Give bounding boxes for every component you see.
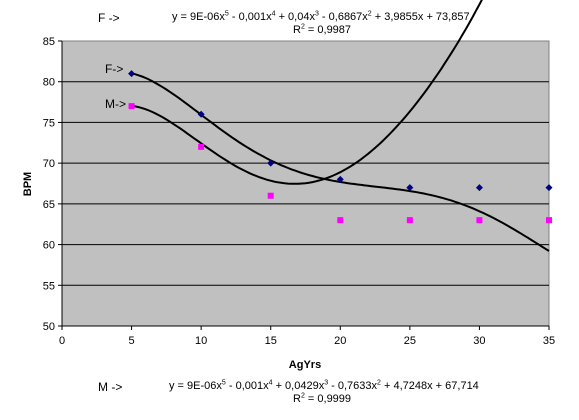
data-point-male xyxy=(476,217,483,224)
female-equation-label: F -> xyxy=(98,11,120,25)
y-axis-label: BPM xyxy=(22,172,34,196)
data-point-male xyxy=(198,143,205,150)
y-tick-label: 50 xyxy=(43,321,55,333)
male-r-squared: R2 = 0,9999 xyxy=(293,392,352,405)
y-tick-label: 75 xyxy=(43,117,55,129)
male-equation-formula: y = 9E-06x5 - 0,001x4 + 0,0429x3 - 0,763… xyxy=(169,379,479,392)
x-axis-label: AgYrs xyxy=(289,359,321,371)
data-point-male xyxy=(267,192,274,199)
trendline-male xyxy=(131,0,483,185)
y-tick-label: 65 xyxy=(43,199,55,211)
y-tick-label: 60 xyxy=(43,240,55,252)
data-point-female xyxy=(267,159,275,167)
data-point-female xyxy=(406,184,414,192)
data-point-female xyxy=(197,110,205,118)
y-tick-label: 55 xyxy=(43,280,55,292)
data-point-female xyxy=(545,184,553,192)
axes: 50 55 60 65 70 75 80 85 0 5 10 15 20 25 30 35 xyxy=(43,36,555,347)
series-label-female: F-> xyxy=(105,62,123,76)
x-tick-label: 30 xyxy=(473,335,485,347)
x-tick-label: 25 xyxy=(404,335,416,347)
series-label-male: M-> xyxy=(105,97,126,111)
x-tick-label: 0 xyxy=(59,335,65,347)
male-equation-label: M -> xyxy=(98,380,123,394)
y-tick-label: 70 xyxy=(43,158,55,170)
data-point-male xyxy=(406,217,413,224)
y-tick-label: 85 xyxy=(43,36,55,48)
female-equation-formula: y = 9E-06x5 - 0,001x4 + 0,04x3 - 0,6867x… xyxy=(172,10,470,23)
x-tick-label: 5 xyxy=(129,335,135,347)
y-tick-label: 80 xyxy=(43,77,55,89)
data-point-female xyxy=(475,184,483,192)
gridlines xyxy=(62,81,549,286)
female-r-squared: R2 = 0,9987 xyxy=(293,23,352,36)
x-tick-label: 20 xyxy=(334,335,346,347)
data-point-female xyxy=(128,70,136,78)
data-point-male xyxy=(337,217,344,224)
x-tick-label: 10 xyxy=(195,335,207,347)
data-point-female xyxy=(336,175,344,183)
x-tick-label: 35 xyxy=(543,335,555,347)
data-point-male xyxy=(128,103,135,110)
x-tick-label: 15 xyxy=(265,335,277,347)
series-group xyxy=(128,0,553,252)
heart-rate-chart: 50 55 60 65 70 75 80 85 0 5 10 15 20 25 30 35 AgYrs BPM… xyxy=(22,0,555,371)
data-point-male xyxy=(546,217,552,224)
